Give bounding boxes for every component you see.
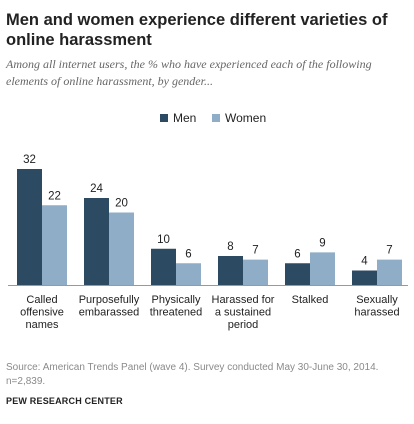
bar-women-1 xyxy=(109,212,134,285)
bar-women-4 xyxy=(310,252,335,285)
category-label-2: Physically threatened xyxy=(150,294,203,319)
bar-men-5 xyxy=(352,270,377,285)
data-label-women-4: 9 xyxy=(319,237,325,249)
data-label-women-2: 6 xyxy=(185,248,191,260)
legend-swatch-women xyxy=(212,114,220,122)
bar-men-3 xyxy=(218,256,243,285)
data-label-women-5: 7 xyxy=(386,245,392,257)
bar-men-2 xyxy=(151,248,176,285)
legend-label-men: Men xyxy=(173,111,197,125)
data-label-men-5: 4 xyxy=(361,256,368,268)
organization-name: PEW RESEARCH CENTER xyxy=(6,396,123,406)
bar-women-0 xyxy=(42,205,67,285)
data-label-women-0: 22 xyxy=(48,190,61,202)
data-label-men-0: 32 xyxy=(23,154,36,166)
bar-men-0 xyxy=(17,169,42,285)
data-label-women-1: 20 xyxy=(115,198,128,210)
chart-title: Men and women experience different varie… xyxy=(6,11,388,49)
legend-item-men: Men xyxy=(160,110,196,126)
legend-label-women: Women xyxy=(225,111,267,125)
data-label-men-2: 10 xyxy=(157,234,170,246)
bar-women-5 xyxy=(377,259,402,285)
category-label-0: Called offensive names xyxy=(20,294,64,331)
category-label-1: Purposefully embarassed xyxy=(79,294,140,319)
bar-men-4 xyxy=(285,263,310,285)
bar-men-1 xyxy=(84,198,109,285)
legend-item-women: Women xyxy=(212,110,266,126)
data-label-men-1: 24 xyxy=(90,183,103,195)
bar-women-2 xyxy=(176,263,201,285)
data-label-men-3: 8 xyxy=(227,241,233,253)
category-label-4: Stalked xyxy=(292,294,329,306)
category-label-3: Harassed for a sustained period xyxy=(212,294,275,331)
legend-swatch-men xyxy=(160,114,168,122)
data-label-men-4: 6 xyxy=(294,248,300,260)
source-note: Source: American Trends Panel (wave 4). … xyxy=(6,362,379,387)
data-label-women-3: 7 xyxy=(252,245,258,257)
bar-women-3 xyxy=(243,259,268,285)
bar-chart: 32 22 Called offensive names 24 20 Purposefully… xyxy=(8,154,408,331)
chart-legend: Men Women xyxy=(0,110,414,130)
category-label-5: Sexually harassed xyxy=(354,294,399,319)
chart-subtitle: Among all internet users, the % who have… xyxy=(6,57,372,88)
